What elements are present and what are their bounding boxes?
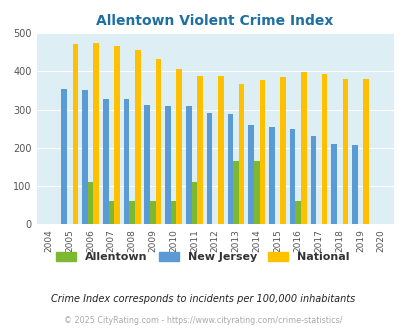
Bar bbox=[232, 161, 238, 224]
Bar bbox=[351, 145, 357, 224]
Bar bbox=[144, 105, 150, 224]
Bar bbox=[176, 69, 181, 224]
Bar bbox=[114, 46, 119, 224]
Bar bbox=[93, 43, 99, 224]
Text: Crime Index corresponds to incidents per 100,000 inhabitants: Crime Index corresponds to incidents per… bbox=[51, 294, 354, 304]
Bar bbox=[269, 127, 274, 224]
Bar bbox=[150, 201, 155, 224]
Bar bbox=[206, 113, 212, 224]
Bar bbox=[295, 201, 301, 224]
Bar bbox=[321, 74, 327, 224]
Bar bbox=[253, 161, 259, 224]
Bar bbox=[171, 201, 176, 224]
Bar bbox=[330, 144, 336, 224]
Bar bbox=[185, 107, 191, 224]
Bar bbox=[82, 90, 87, 224]
Bar bbox=[61, 88, 67, 224]
Bar bbox=[227, 114, 232, 224]
Bar bbox=[301, 72, 306, 224]
Bar bbox=[124, 99, 129, 224]
Bar bbox=[108, 201, 114, 224]
Text: © 2025 CityRating.com - https://www.cityrating.com/crime-statistics/: © 2025 CityRating.com - https://www.city… bbox=[64, 316, 341, 325]
Bar bbox=[191, 182, 197, 224]
Bar bbox=[217, 76, 223, 224]
Bar bbox=[342, 79, 347, 224]
Bar bbox=[129, 201, 134, 224]
Bar bbox=[279, 78, 285, 224]
Bar bbox=[259, 80, 264, 224]
Bar bbox=[102, 99, 108, 224]
Bar bbox=[238, 83, 244, 224]
Bar bbox=[87, 182, 93, 224]
Legend: Allentown, New Jersey, National: Allentown, New Jersey, National bbox=[52, 248, 353, 267]
Title: Allentown Violent Crime Index: Allentown Violent Crime Index bbox=[96, 14, 333, 28]
Bar bbox=[134, 50, 140, 224]
Bar bbox=[72, 45, 78, 224]
Bar bbox=[197, 76, 202, 224]
Bar bbox=[248, 125, 253, 224]
Bar bbox=[310, 136, 315, 224]
Bar bbox=[362, 79, 368, 224]
Bar bbox=[289, 129, 295, 224]
Bar bbox=[155, 59, 161, 224]
Bar bbox=[165, 107, 171, 224]
